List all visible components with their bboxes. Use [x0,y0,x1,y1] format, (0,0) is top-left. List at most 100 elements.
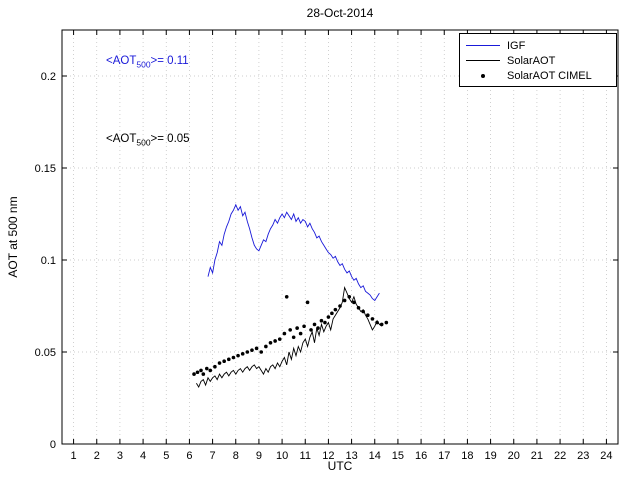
scatter-point-solaraot-cimel [375,320,379,325]
scatter-point-solaraot-cimel [384,320,389,325]
scatter-point-solaraot-cimel [323,320,327,325]
axes-box [61,29,619,445]
scatter-point-solaraot-cimel [254,346,259,351]
scatter-point-solaraot-cimel [352,300,356,305]
scatter-point-solaraot-cimel [245,350,250,354]
y-tick-label: 0.2 [41,71,56,83]
legend: IGF SolarAOT SolarAOT CIMEL [459,33,617,87]
x-tick-label: 24 [600,450,612,462]
legend-item-igf: IGF [460,38,616,53]
x-tick-label: 8 [233,450,239,462]
scatter-point-solaraot-cimel [282,331,287,336]
scatter-point-solaraot-cimel [305,300,310,305]
x-tick-label: 22 [554,450,566,462]
scatter-point-solaraot-cimel [222,359,226,364]
scatter-point-solaraot-cimel [240,352,245,356]
x-tick-label: 17 [438,450,450,462]
scatter-point-solaraot-cimel [342,298,347,303]
scatter-point-solaraot-cimel [227,357,231,362]
annotation-igf-post: >= 0.11 [150,55,189,67]
scatter-point-solaraot-cimel [298,331,303,336]
x-tick-label: 11 [300,450,311,462]
scatter-point-solaraot-cimel [295,326,299,330]
y-tick-label: 0 [50,439,56,451]
y-axis-label: AOT at 500 nm [6,196,20,278]
scatter-point-solaraot-cimel [208,368,213,373]
scatter-point-solaraot-cimel [347,295,352,299]
scatter-point-solaraot-cimel [268,341,273,345]
legend-item-solaraot-cimel: SolarAOT CIMEL [460,68,616,83]
series-line-igf [207,203,380,302]
scatter-point-solaraot-cimel [259,350,264,354]
x-tick-label: 10 [276,450,288,462]
x-tick-label: 5 [163,450,169,462]
annotation-solar-pre: <AOT [106,133,137,145]
x-tick-label: 7 [210,450,216,462]
scatter-point-solaraot-cimel [338,304,342,308]
legend-label-igf: IGF [507,39,526,52]
x-tick-label: 18 [461,450,473,462]
scatter-point-solaraot-cimel [356,306,361,310]
chart-title: 28-Oct-2014 [306,6,374,20]
annotation-solar-sub: 500 [136,137,151,148]
igf-line-sample [466,45,500,46]
annotation-solaraot-mean: <AOT500>= 0.05 [106,133,190,147]
x-tick-label: 1 [71,450,77,462]
scatter-point-solaraot-cimel [379,322,384,327]
annotation-igf-pre: <AOT [106,55,137,67]
x-axis-label: UTC [327,459,353,473]
scatter-point-solaraot-cimel [273,339,277,343]
x-tick-label: 19 [484,450,496,462]
scatter-point-solaraot-cimel [264,344,268,349]
solaraot-line-sample [466,60,500,61]
y-tick-label: 0.15 [35,163,56,175]
x-tick-label: 9 [256,450,262,462]
x-tick-label: 15 [392,450,404,462]
x-tick-label: 21 [531,450,543,462]
x-tick-label: 6 [186,450,192,462]
scatter-point-solaraot-cimel [316,326,320,330]
annotation-solar-post: >= 0.05 [150,133,190,145]
scatter-point-solaraot-cimel [192,372,196,376]
scatter-point-solaraot-cimel [309,328,313,332]
scatter-point-solaraot-cimel [291,335,296,340]
scatter-point-solaraot-cimel [330,311,334,316]
legend-item-solaraot: SolarAOT [460,53,616,68]
solaraot-cimel-dot-sample [466,73,500,78]
x-tick-label: 20 [508,450,520,462]
scatter-point-solaraot-cimel [199,368,203,373]
x-tick-label: 3 [117,450,123,462]
scatter-point-solaraot-cimel [302,324,306,329]
scatter-point-solaraot-cimel [213,364,217,369]
y-tick-label: 0.05 [35,347,56,359]
annotation-igf-sub: 500 [136,59,151,70]
scatter-point-solaraot-cimel [195,370,200,375]
annotation-igf-mean: <AOT500>= 0.11 [106,55,189,69]
scatter-point-solaraot-cimel [370,317,375,321]
scatter-point-solaraot-cimel [312,322,317,327]
legend-label-solaraot-cimel: SolarAOT CIMEL [507,69,592,82]
legend-label-solaraot: SolarAOT [507,54,556,67]
scatter-point-solaraot-cimel [250,348,254,352]
scatter-point-solaraot-cimel [361,309,365,314]
scatter-point-solaraot-cimel [333,307,338,312]
x-tick-label: 16 [415,450,427,462]
scatter-point-solaraot-cimel [236,353,240,358]
x-tick-label: 12 [322,450,334,462]
scatter-point-solaraot-cimel [277,337,282,341]
scatter-point-solaraot-cimel [217,361,222,365]
scatter-point-solaraot-cimel [319,318,324,323]
scatter-point-solaraot-cimel [288,328,292,332]
scatter-point-solaraot-cimel [231,355,236,360]
series-line-solaraot [196,286,382,388]
scatter-point-solaraot-cimel [366,313,370,318]
x-tick-label: 23 [577,450,589,462]
x-tick-label: 2 [94,450,100,462]
y-tick-label: 0.1 [41,255,56,267]
scatter-point-solaraot-cimel [204,366,209,371]
scatter-point-solaraot-cimel [284,295,289,299]
x-tick-label: 13 [345,450,357,462]
scatter-point-solaraot-cimel [326,315,331,319]
